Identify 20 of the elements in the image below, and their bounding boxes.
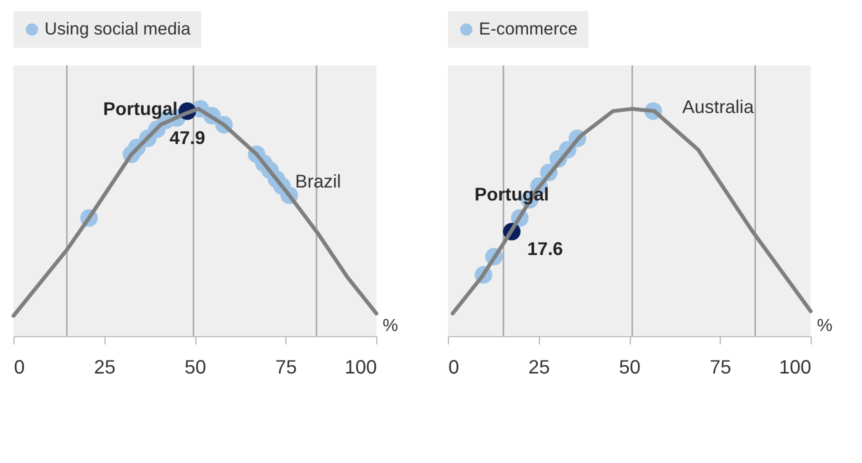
x-tick-label: 50 xyxy=(619,356,641,378)
annotation: 17.6 xyxy=(527,238,564,259)
annotation: Portugal xyxy=(474,184,550,205)
x-tick-label: 75 xyxy=(275,356,297,378)
x-axis-title: % xyxy=(817,314,832,335)
x-tick-label: 25 xyxy=(94,356,116,378)
x-tick-label: 0 xyxy=(14,356,25,378)
annotation: 47.9 xyxy=(169,127,206,148)
x-tick-label: 25 xyxy=(528,356,550,378)
x-tick-label: 100 xyxy=(778,356,812,378)
annotation: Portugal xyxy=(103,98,178,120)
x-tick-label: 100 xyxy=(344,356,377,378)
annotation: Brazil xyxy=(295,170,342,192)
legend-label: Using social media xyxy=(44,18,191,38)
x-tick-label: 0 xyxy=(448,356,460,378)
x-axis-title: % xyxy=(382,314,398,335)
x-tick-label: 50 xyxy=(184,356,206,378)
x-tick-label: 75 xyxy=(710,356,732,378)
annotation: Australia xyxy=(682,96,755,118)
legend-label: E-commerce xyxy=(478,18,578,38)
